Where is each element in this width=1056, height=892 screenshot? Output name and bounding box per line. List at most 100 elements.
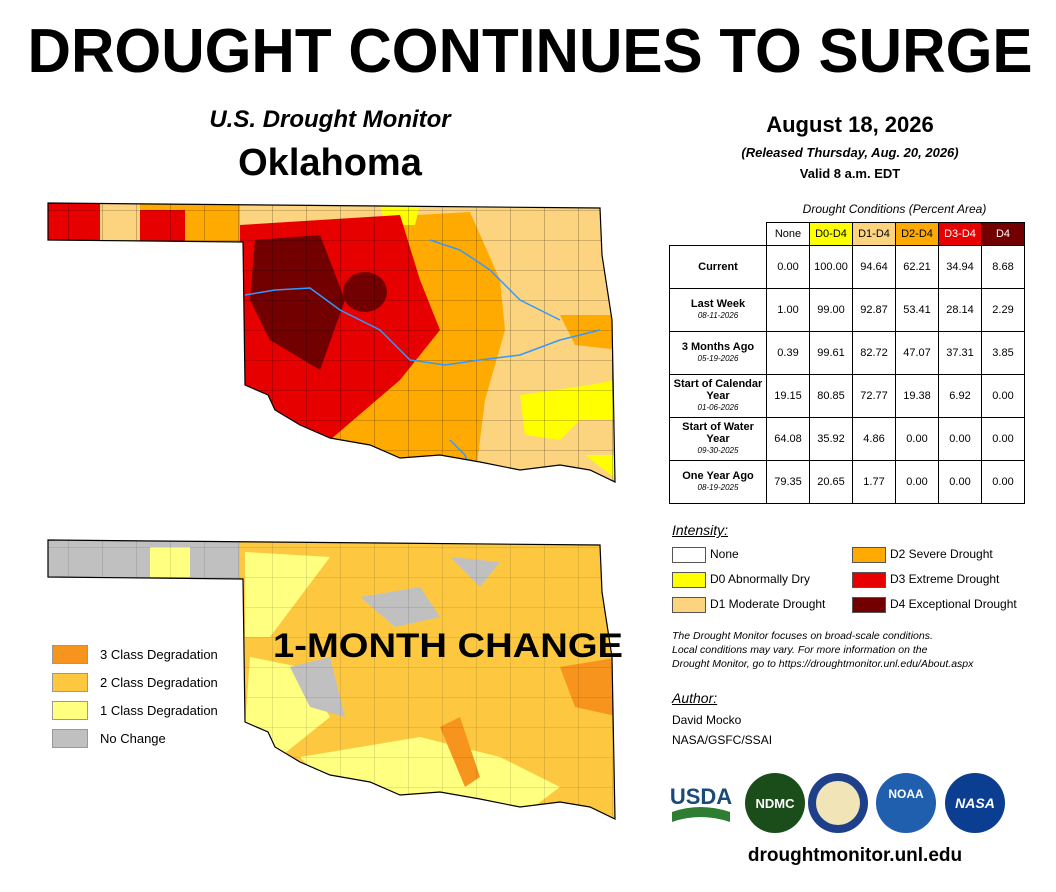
table-value: 1.77 [852, 460, 896, 504]
column-header: D3-D4 [938, 222, 982, 246]
legend-swatch [852, 572, 886, 588]
legend-swatch [672, 597, 706, 613]
row-label-cell: 3 Months Ago 05-19-2026 [669, 331, 767, 375]
author-name: David Mocko [672, 713, 742, 727]
table-value: 72.77 [852, 374, 896, 418]
table-row: Current 0.00 100.00 94.64 62.21 34.94 8.68 [669, 245, 1025, 289]
monitor-name: U.S. Drought Monitor [209, 106, 451, 133]
table-value: 28.14 [938, 288, 982, 332]
table-value: 82.72 [852, 331, 896, 375]
table-row: Start of Calendar Year 01-06-2026 19.15 80.… [669, 374, 1025, 418]
row-label-cell: Current [669, 245, 767, 289]
legend-label: None [710, 547, 739, 561]
table-value: 34.94 [938, 245, 982, 289]
legend-swatch [52, 729, 88, 748]
row-date: 08-11-2026 [697, 311, 739, 320]
legend-swatch [852, 547, 886, 563]
table-value: 0.00 [766, 245, 810, 289]
website: droughtmonitor.unl.edu [747, 845, 963, 866]
table-row: 3 Months Ago 05-19-2026 0.39 99.61 82.72 47.0… [669, 331, 1025, 375]
table-row: Last Week 08-11-2026 1.00 99.00 92.87 53.41 28… [669, 288, 1025, 332]
table-value: 0.00 [981, 460, 1025, 504]
logo-noaa: NOAA [888, 787, 924, 801]
table-value: 6.92 [938, 374, 982, 418]
row-date: 09-30-2025 [697, 446, 739, 455]
table-value: 35.92 [809, 417, 853, 461]
row-date: 05-19-2026 [697, 354, 739, 363]
row-label-cell: Start of Water Year 09-30-2025 [669, 417, 767, 461]
row-label: Start of Calendar Year [673, 378, 763, 402]
table-value: 0.00 [938, 460, 982, 504]
table-value: 80.85 [809, 374, 853, 418]
legend-label: D0 Abnormally Dry [710, 572, 811, 586]
row-label: One Year Ago [682, 470, 754, 482]
row-date: 08-19-2025 [697, 483, 739, 492]
disclaimer-line: Local conditions may vary. For more info… [672, 644, 928, 656]
disclaimer-line: Drought Monitor, go to https://droughtmo… [672, 658, 974, 670]
table-row: Start of Water Year 09-30-2025 64.08 35.92 4… [669, 417, 1025, 461]
page-title: DROUGHT CONTINUES TO SURGE [28, 17, 1033, 86]
state-name: Oklahoma [238, 142, 422, 184]
table-value: 20.65 [809, 460, 853, 504]
conditions-table: None D0-D4 D1-D4 D2-D4 D3-D4 D4 Current 0.00 10… [669, 222, 1025, 504]
table-value: 19.38 [895, 374, 939, 418]
table-value: 0.00 [895, 460, 939, 504]
table-value: 0.00 [981, 417, 1025, 461]
row-label-cell: One Year Ago 08-19-2025 [669, 460, 767, 504]
legend-label: D4 Exceptional Drought [890, 597, 1017, 611]
change-map-title: 1-MONTH CHANGE [273, 627, 623, 665]
legend-swatch [52, 673, 88, 692]
legend-label: D2 Severe Drought [890, 547, 993, 561]
author-org: NASA/GSFC/SSAI [672, 733, 773, 747]
disclaimer: The Drought Monitor focuses on broad-sca… [672, 629, 1052, 671]
legend-label: 1 Class Degradation [100, 703, 218, 718]
row-label: Start of Water Year [682, 421, 754, 445]
logo-nasa: NASA [955, 795, 995, 811]
table-value: 1.00 [766, 288, 810, 332]
table-value: 92.87 [852, 288, 896, 332]
valid-time: Valid 8 a.m. EDT [799, 166, 901, 181]
table-value: 0.00 [938, 417, 982, 461]
table-value: 94.64 [852, 245, 896, 289]
map-date: August 18, 2026 [766, 112, 934, 137]
legend-swatch [672, 547, 706, 563]
release-date: (Released Thursday, Aug. 20, 2026) [741, 145, 959, 160]
table-value: 64.08 [766, 417, 810, 461]
legend-label: D3 Extreme Drought [890, 572, 1000, 586]
table-value: 79.35 [766, 460, 810, 504]
table-caption: Drought Conditions (Percent Area) [802, 202, 987, 216]
table-value: 47.07 [895, 331, 939, 375]
legend-swatch [52, 701, 88, 720]
table-header: None D0-D4 D1-D4 D2-D4 D3-D4 D4 [670, 222, 1025, 246]
table-value: 2.29 [981, 288, 1025, 332]
legend-swatch [672, 572, 706, 588]
table-value: 53.41 [895, 288, 939, 332]
table-value: 8.68 [981, 245, 1025, 289]
author-title: Author: [672, 690, 718, 706]
column-header: D4 [981, 222, 1025, 246]
legend-swatch [52, 645, 88, 664]
row-label-cell: Start of Calendar Year 01-06-2026 [669, 374, 767, 418]
legend-label: 2 Class Degradation [100, 675, 218, 690]
table-value: 0.00 [981, 374, 1025, 418]
legend-swatch [852, 597, 886, 613]
table-value: 62.21 [895, 245, 939, 289]
table-value: 99.00 [809, 288, 853, 332]
table-value: 0.39 [766, 331, 810, 375]
row-label: Last Week [690, 298, 746, 310]
column-header: D1-D4 [852, 222, 896, 246]
logo-ndmc: NDMC [756, 796, 796, 811]
column-header: None [766, 222, 810, 246]
legend-label: No Change [100, 731, 166, 746]
column-header: D0-D4 [809, 222, 853, 246]
drought-map [47, 202, 616, 483]
table-value: 19.15 [766, 374, 810, 418]
row-label: 3 Months Ago [681, 341, 755, 353]
table-row: One Year Ago 08-19-2025 79.35 20.65 1.77 0.00… [669, 460, 1025, 504]
table-value: 0.00 [895, 417, 939, 461]
table-value: 99.61 [809, 331, 853, 375]
row-label-cell: Last Week 08-11-2026 [669, 288, 767, 332]
table-value: 4.86 [852, 417, 896, 461]
column-header: D2-D4 [895, 222, 939, 246]
